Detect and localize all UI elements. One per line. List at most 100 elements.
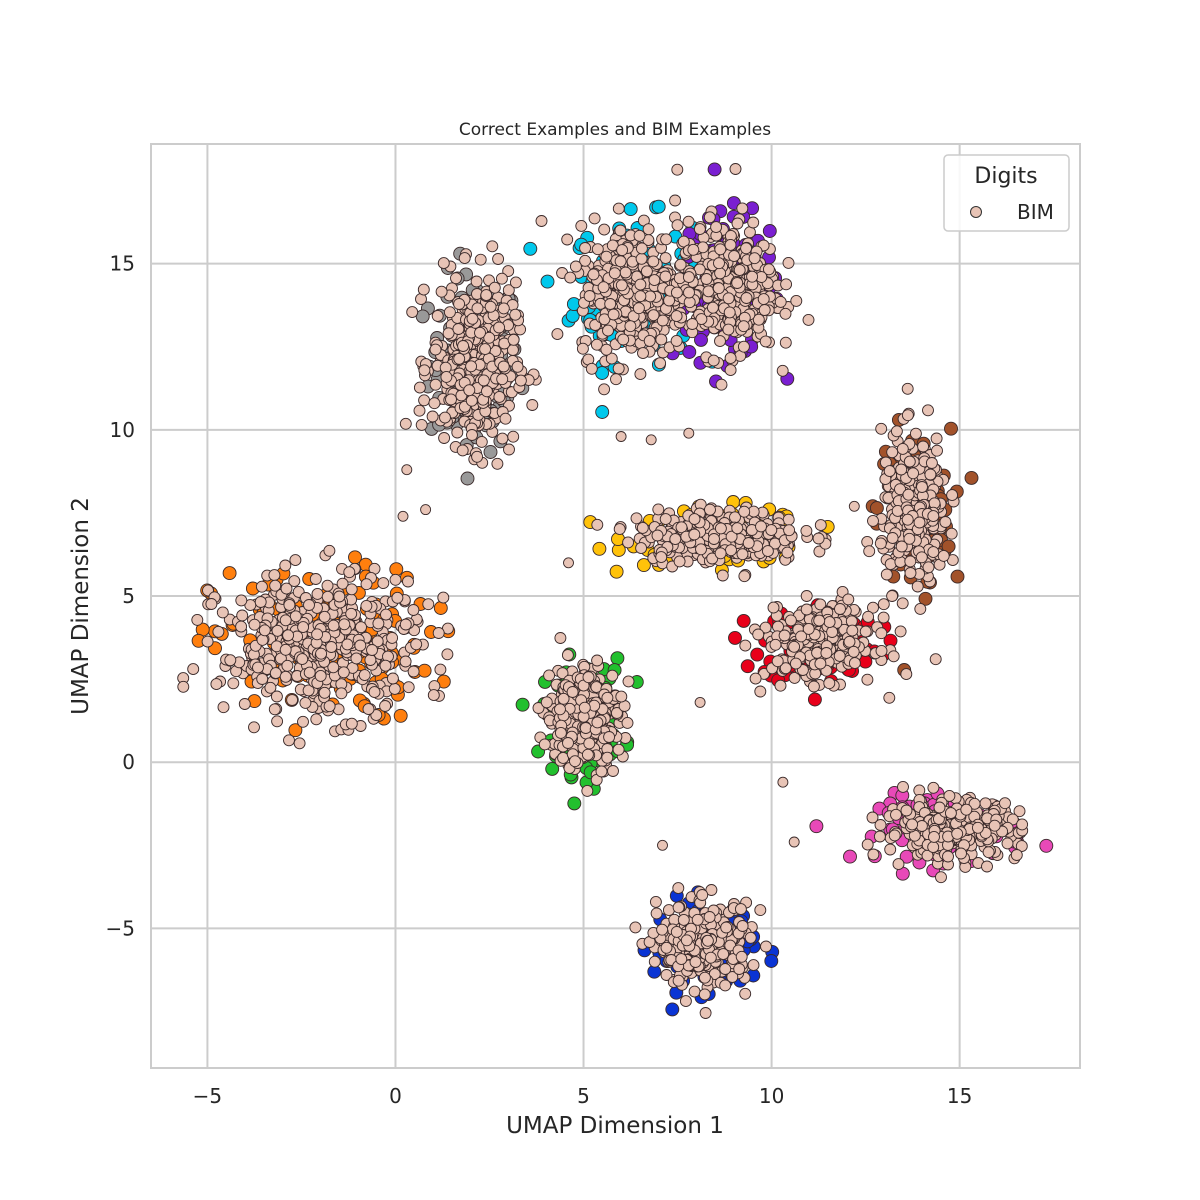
bim-point xyxy=(701,934,714,947)
bim-point xyxy=(610,373,622,386)
bim-point xyxy=(877,611,890,624)
bim-point xyxy=(698,971,711,984)
bim-point xyxy=(714,547,727,560)
bim-point xyxy=(471,450,484,463)
bim-point xyxy=(279,643,292,656)
legend-label-bim: BIM xyxy=(1017,200,1054,224)
bim-point xyxy=(742,537,755,549)
bim-point xyxy=(999,797,1011,810)
bim-point xyxy=(907,467,920,480)
bim-point xyxy=(268,703,281,716)
bim-point xyxy=(704,503,716,516)
bim-point xyxy=(591,518,604,531)
bim-outlier-point xyxy=(657,839,668,851)
bim-point xyxy=(388,682,401,695)
bim-point xyxy=(833,649,846,662)
bim-point xyxy=(842,593,855,606)
bim-point xyxy=(728,250,741,263)
bim-point xyxy=(675,953,688,966)
bim-point xyxy=(311,628,324,641)
bim-point xyxy=(581,748,594,761)
bim-point xyxy=(497,302,510,315)
bim-point xyxy=(624,320,637,333)
bim-point xyxy=(303,599,315,611)
bim-point xyxy=(279,559,292,572)
bim-point xyxy=(670,925,683,938)
bim-point xyxy=(679,995,692,1008)
bim-point xyxy=(866,811,879,824)
bim-point xyxy=(783,524,796,537)
correct-point-cluster-left-orange xyxy=(389,562,404,577)
bim-point xyxy=(759,335,772,348)
bim-point xyxy=(906,818,919,831)
correct-point-cluster-upper-left xyxy=(415,309,430,324)
bim-point xyxy=(880,568,893,581)
bim-point xyxy=(337,666,350,679)
bim-point xyxy=(659,513,672,526)
bim-point xyxy=(615,690,628,703)
bim-point xyxy=(576,342,589,355)
bim-outlier-point xyxy=(683,427,695,439)
bim-point xyxy=(951,827,964,840)
bim-point xyxy=(507,333,520,346)
bim-point xyxy=(886,446,899,459)
bim-point xyxy=(656,923,669,936)
bim-point xyxy=(800,603,813,616)
bim-point xyxy=(224,654,237,667)
bim-point xyxy=(904,555,917,568)
bim-point xyxy=(407,665,420,678)
bim-point xyxy=(418,394,431,407)
bim-point xyxy=(612,743,625,756)
bim-point xyxy=(723,306,736,319)
bim-point xyxy=(191,613,204,626)
bim-point xyxy=(781,546,794,559)
bim-outlier-point xyxy=(420,504,432,516)
bim-point xyxy=(710,221,723,234)
bim-point xyxy=(256,673,269,685)
bim-point xyxy=(583,290,596,302)
bim-point xyxy=(591,243,604,256)
bim-point xyxy=(924,468,937,481)
bim-point xyxy=(720,921,733,934)
bim-point xyxy=(612,362,625,375)
bim-point xyxy=(813,614,826,627)
bim-point xyxy=(282,629,295,642)
bim-point xyxy=(937,549,950,562)
bim-point xyxy=(309,573,322,585)
correct-point-cluster-left-orange xyxy=(288,723,303,738)
correct-point-cluster-pink xyxy=(809,819,824,834)
bim-point xyxy=(354,639,367,652)
bim-point xyxy=(386,672,399,685)
bim-point xyxy=(862,610,875,623)
bim-point xyxy=(706,301,719,314)
bim-point xyxy=(235,594,248,607)
bim-point xyxy=(617,333,630,346)
bim-point xyxy=(699,1007,712,1019)
bim-point xyxy=(731,522,744,535)
bim-point xyxy=(724,364,737,377)
bim-point xyxy=(922,404,934,417)
bim-point xyxy=(859,625,872,638)
bim-point xyxy=(634,368,647,381)
bim-point xyxy=(407,604,420,616)
bim-point xyxy=(1010,849,1023,861)
bim-point xyxy=(551,328,564,341)
bim-point xyxy=(901,382,914,395)
bim-point xyxy=(486,240,499,253)
bim-point xyxy=(372,617,385,630)
bim-point xyxy=(715,378,728,391)
bim-outlier-point xyxy=(848,500,860,512)
correct-point-cluster-top-purple xyxy=(694,332,708,347)
bim-point xyxy=(733,264,746,277)
bim-point xyxy=(677,913,690,926)
bim-point xyxy=(944,807,957,820)
bim-point xyxy=(492,253,505,265)
bim-point xyxy=(466,429,478,441)
bim-point xyxy=(861,673,874,686)
bim-point xyxy=(591,716,604,729)
bim-point xyxy=(578,701,591,714)
bim-point xyxy=(613,523,626,536)
bim-point xyxy=(497,360,510,373)
bim-point xyxy=(491,457,504,470)
